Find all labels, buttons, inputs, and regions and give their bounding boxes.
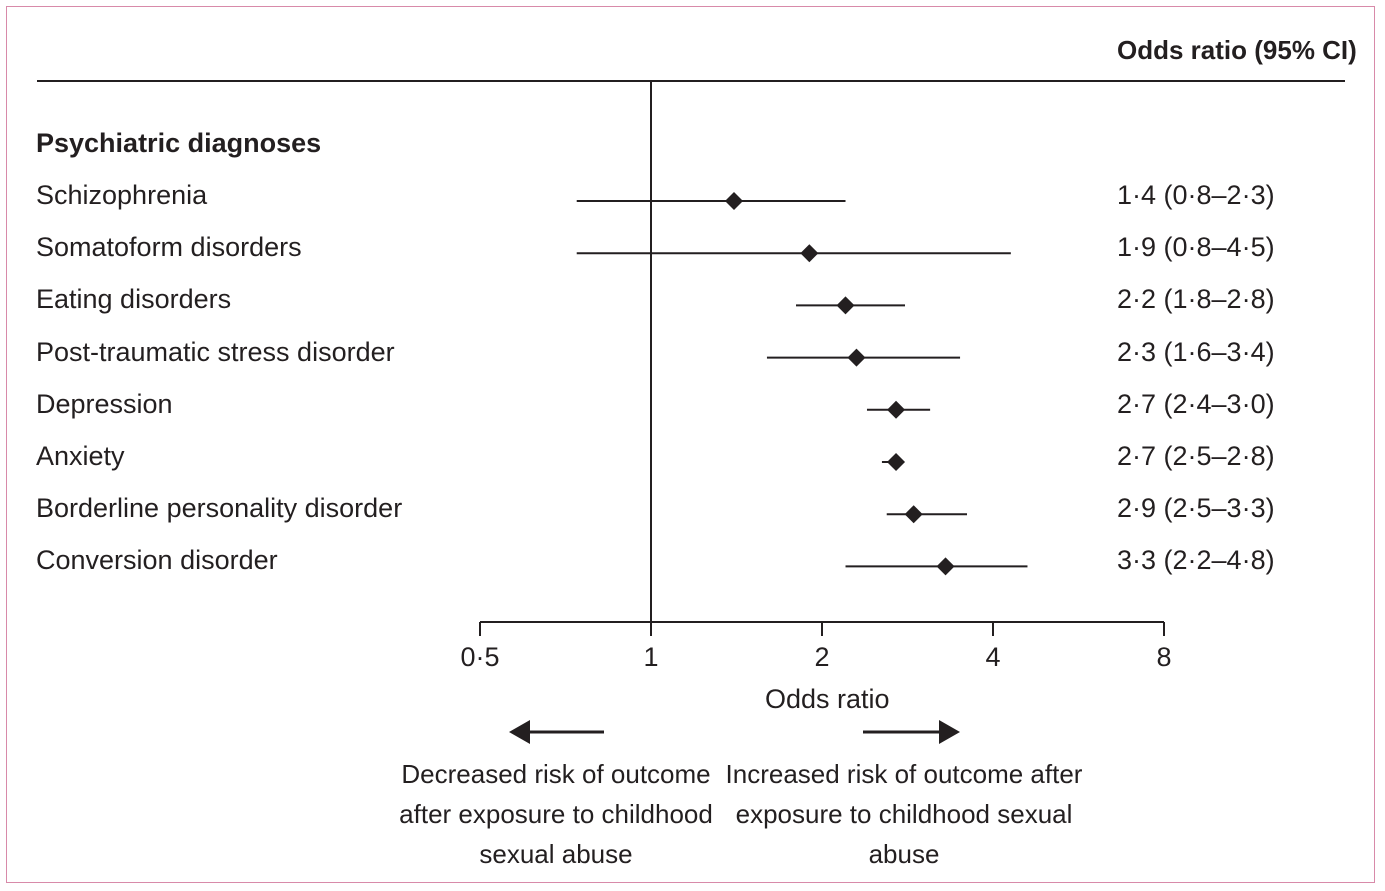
point-estimate-diamond — [725, 192, 744, 210]
left-arrow-head — [509, 720, 530, 744]
row-label: Schizophrenia — [36, 180, 208, 210]
column-header-odds-ratio: Odds ratio (95% CI) — [1117, 35, 1357, 65]
section-title: Psychiatric diagnoses — [36, 128, 322, 158]
row-label: Conversion disorder — [36, 545, 278, 576]
row-odds-ratio-value: 1·4 (0·8–2·3) — [1117, 180, 1275, 210]
row-label: Anxiety — [36, 441, 125, 471]
point-estimate-diamond — [887, 453, 906, 471]
row-label: Eating disorders — [36, 284, 232, 315]
x-tick-label: 8 — [1156, 642, 1171, 672]
x-tick-label: 2 — [814, 642, 829, 672]
point-estimate-diamond — [836, 296, 855, 315]
row-odds-ratio-value: 1·9 (0·8–4·5) — [1117, 232, 1275, 263]
right-arrow-head — [939, 720, 960, 744]
x-tick-label: 4 — [985, 642, 1000, 672]
figure-frame — [6, 6, 1375, 883]
row-odds-ratio-value: 2·2 (1·8–2·8) — [1117, 284, 1275, 315]
row-odds-ratio-value: 2·7 (2·5–2·8) — [1117, 441, 1275, 471]
right-arrow-caption: Increased risk of outcome after exposure… — [725, 759, 1083, 869]
row-label: Post-traumatic stress disorder — [36, 336, 395, 367]
row-odds-ratio-value: 2·7 (2·4–3·0) — [1117, 388, 1275, 419]
x-axis-label: Odds ratio — [765, 684, 890, 714]
row-label: Depression — [36, 388, 173, 419]
point-estimate-diamond — [936, 557, 955, 576]
x-tick-label: 0·5 — [460, 642, 499, 672]
point-estimate-diamond — [847, 348, 866, 367]
row-odds-ratio-value: 2·3 (1·6–3·4) — [1117, 336, 1275, 367]
point-estimate-diamond — [887, 400, 906, 419]
x-tick-label: 1 — [643, 642, 658, 672]
point-estimate-diamond — [800, 244, 819, 263]
row-odds-ratio-value: 2·9 (2·5–3·3) — [1117, 493, 1275, 524]
row-odds-ratio-value: 3·3 (2·2–4·8) — [1117, 545, 1275, 576]
row-label: Borderline personality disorder — [36, 493, 403, 524]
point-estimate-diamond — [904, 505, 923, 524]
row-label: Somatoform disorders — [36, 232, 302, 263]
left-arrow-caption: Decreased risk of outcome after exposure… — [399, 759, 713, 869]
